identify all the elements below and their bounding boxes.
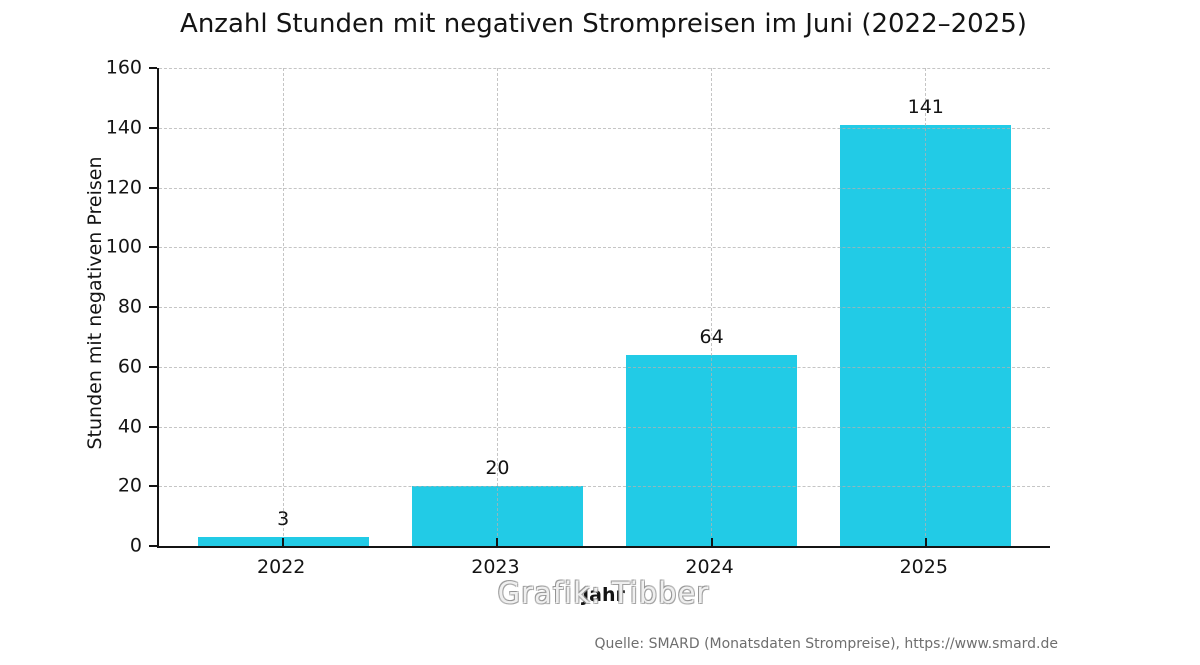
x-tick-label-2023: 2023 bbox=[471, 556, 520, 578]
y-tick-mark-0 bbox=[149, 545, 157, 547]
gridline-horizontal-140 bbox=[159, 127, 1050, 129]
bar-value-label-2023: 20 bbox=[485, 457, 510, 480]
x-tick-label-2024: 2024 bbox=[685, 556, 734, 578]
bar-value-label-2022: 3 bbox=[277, 508, 290, 531]
y-tick-label-100: 100 bbox=[105, 235, 142, 258]
gridline-vertical-2023 bbox=[496, 68, 498, 546]
x-tick-mark-2025 bbox=[924, 538, 927, 546]
plot-area: 3 20 64 141 bbox=[157, 68, 1050, 548]
y-tick-mark-160 bbox=[149, 67, 157, 69]
y-tick-label-160: 160 bbox=[105, 56, 142, 79]
gridline-vertical-2024 bbox=[711, 68, 713, 546]
x-tick-label-2022: 2022 bbox=[257, 556, 306, 578]
y-tick-mark-20 bbox=[149, 485, 157, 488]
x-tick-mark-2023 bbox=[496, 538, 499, 546]
watermark-text: Grafik: Tibber bbox=[497, 576, 710, 610]
gridline-horizontal-80 bbox=[159, 307, 1050, 308]
x-tick-mark-2024 bbox=[710, 538, 713, 546]
y-tick-mark-60 bbox=[149, 365, 157, 368]
gridline-horizontal-160 bbox=[159, 68, 1050, 69]
gridline-horizontal-100 bbox=[159, 247, 1050, 249]
gridline-horizontal-20 bbox=[159, 486, 1050, 488]
bar-value-label-2025: 141 bbox=[907, 95, 944, 118]
y-tick-label-140: 140 bbox=[105, 116, 142, 139]
gridline-vertical-2025 bbox=[925, 68, 927, 546]
gridline-horizontal-40 bbox=[159, 426, 1050, 428]
chart-title: Anzahl Stunden mit negativen Strompreise… bbox=[180, 9, 1027, 39]
y-tick-mark-120 bbox=[149, 186, 157, 189]
y-tick-mark-100 bbox=[149, 246, 157, 249]
y-tick-label-0: 0 bbox=[129, 534, 142, 557]
y-tick-label-120: 120 bbox=[105, 176, 142, 199]
y-tick-label-20: 20 bbox=[117, 474, 142, 497]
y-tick-mark-140 bbox=[149, 126, 157, 129]
bar-value-label-2024: 64 bbox=[699, 325, 724, 348]
source-attribution: Quelle: SMARD (Monatsdaten Strompreise),… bbox=[594, 636, 1059, 652]
x-tick-mark-2022 bbox=[282, 538, 285, 546]
y-tick-label-60: 60 bbox=[117, 355, 142, 378]
y-tick-mark-40 bbox=[149, 425, 157, 428]
gridline-horizontal-120 bbox=[159, 187, 1050, 189]
y-tick-mark-80 bbox=[149, 306, 157, 308]
x-tick-label-2025: 2025 bbox=[899, 556, 948, 578]
gridline-horizontal-60 bbox=[159, 366, 1050, 368]
y-tick-label-80: 80 bbox=[117, 295, 142, 318]
gridline-vertical-2022 bbox=[282, 68, 284, 546]
y-tick-label-40: 40 bbox=[117, 415, 142, 438]
x-axis-label: Jahr bbox=[582, 584, 625, 606]
